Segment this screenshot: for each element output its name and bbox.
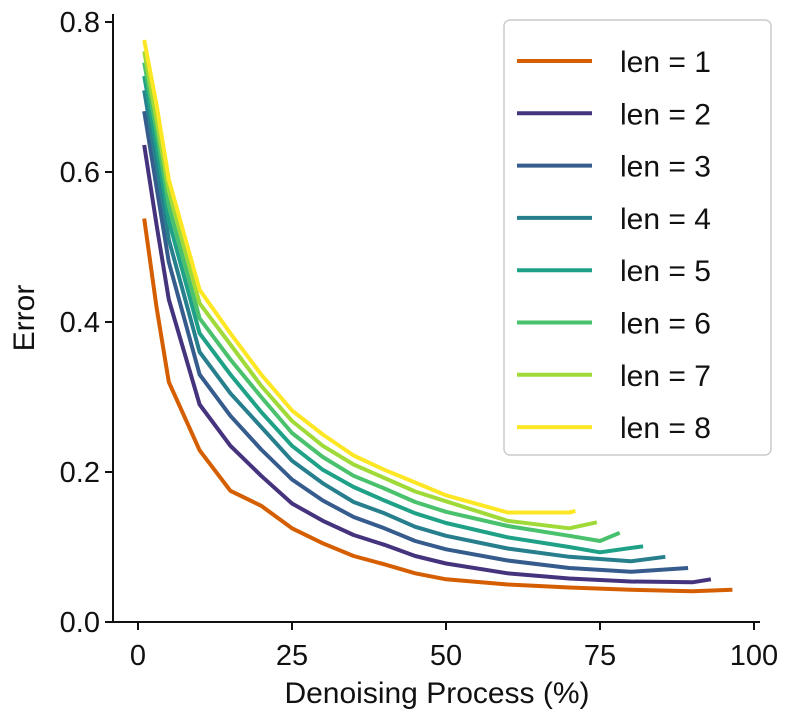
y-tick-label: 0.0 — [60, 607, 100, 639]
legend-label: len = 2 — [620, 98, 711, 131]
legend-label: len = 4 — [620, 203, 711, 236]
legend-label: len = 3 — [620, 151, 711, 184]
y-tick-label: 0.8 — [60, 7, 100, 39]
x-tick-label: 25 — [276, 640, 308, 672]
legend-label: len = 8 — [620, 412, 711, 445]
legend-item: len = 1 — [517, 46, 711, 79]
legend-label: len = 7 — [620, 360, 711, 393]
y-tick-label: 0.4 — [60, 307, 100, 339]
legend: len = 1 len = 2 len = 3 len = 4 len = 5 len =… — [503, 19, 772, 456]
x-tick-label: 100 — [730, 640, 778, 672]
legend-frame — [503, 19, 772, 456]
series-line-len-4 — [142, 89, 666, 564]
series-lines — [142, 39, 733, 594]
series-line-len-6 — [142, 62, 621, 543]
series-line-len-3 — [142, 110, 689, 574]
series-line-len-8 — [142, 39, 576, 515]
x-ticks: 0 25 50 75 100 — [130, 622, 778, 672]
y-axis-label: Error — [8, 285, 41, 352]
y-ticks: 0.0 0.2 0.4 0.6 0.8 — [60, 7, 113, 639]
x-tick-label: 75 — [584, 640, 616, 672]
legend-item: len = 2 — [517, 98, 711, 131]
y-tick-label: 0.2 — [60, 457, 100, 489]
series-line-len-5 — [142, 75, 644, 555]
legend-item: len = 4 — [517, 203, 711, 236]
legend-label: len = 6 — [620, 308, 711, 341]
legend-label: len = 5 — [620, 255, 711, 288]
legend-item: len = 8 — [517, 412, 711, 445]
series-line-len-1 — [142, 218, 733, 594]
legend-item: len = 7 — [517, 360, 711, 393]
series-line-len-2 — [142, 144, 712, 585]
x-tick-label: 0 — [130, 640, 146, 672]
legend-item: len = 3 — [517, 151, 711, 184]
x-tick-label: 50 — [430, 640, 462, 672]
legend-item: len = 6 — [517, 308, 711, 341]
y-tick-label: 0.6 — [60, 157, 100, 189]
legend-item: len = 5 — [517, 255, 711, 288]
legend-label: len = 1 — [620, 46, 711, 79]
x-axis-label: Denoising Process (%) — [284, 677, 589, 710]
series-line-len-7 — [142, 50, 598, 531]
